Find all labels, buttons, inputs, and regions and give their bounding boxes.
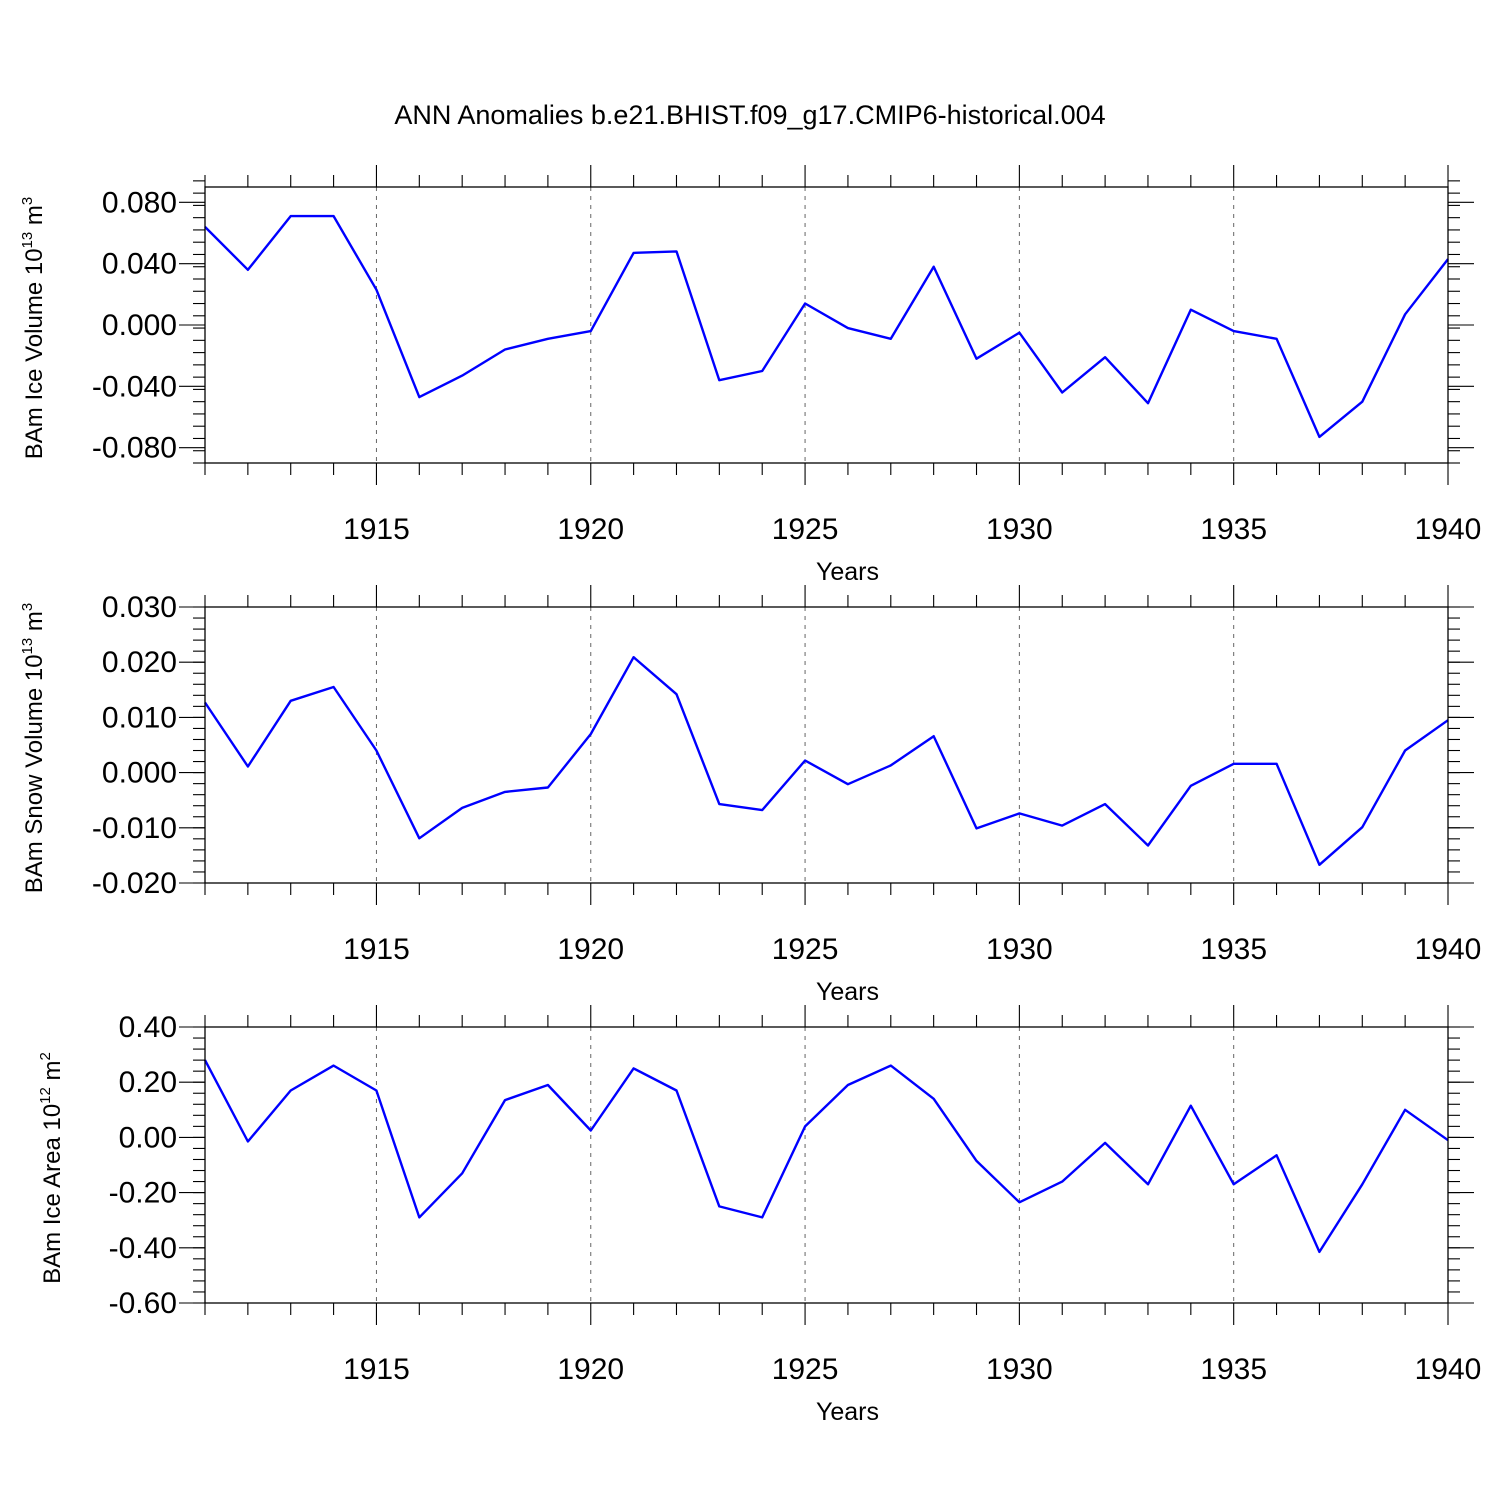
x-tick-label: 1940 [1415, 933, 1482, 966]
x-tick-label: 1920 [557, 513, 624, 546]
series-line [204, 214, 1449, 439]
y-tick-label: -0.40 [109, 1232, 177, 1265]
y-tick-label: 0.000 [102, 309, 177, 342]
y-axis-label: BAm Ice Volume 1013 m3 [19, 197, 48, 459]
x-tick-label: 1915 [343, 513, 410, 546]
y-axis-label: BAm Snow Volume 1013 m3 [19, 603, 48, 894]
plot-frame [204, 606, 1449, 884]
x-axis-label: Years [816, 558, 879, 586]
chart-title: ANN Anomalies b.e21.BHIST.f09_g17.CMIP6-… [394, 100, 1105, 130]
x-tick-label: 1935 [1200, 513, 1267, 546]
x-tick-label: 1935 [1200, 1353, 1267, 1386]
y-axis-label: BAm Ice Area 1012 m2 [37, 1052, 66, 1284]
x-tick-label: 1915 [343, 933, 410, 966]
panel-snow-volume: 1915 1920 1925 1930 1935 1940 -0.020 -0.010 0.00… [19, 585, 1481, 1006]
series-line [204, 656, 1449, 866]
x-tick-label: 1920 [557, 1353, 624, 1386]
y-tick-label: 0.040 [102, 248, 177, 281]
panel-ice-area: 1915 1920 1925 1930 1935 1940 -0.60 -0.40 -0.20 0… [37, 1005, 1481, 1426]
y-tick-label: -0.020 [92, 867, 177, 900]
x-tick-label: 1925 [772, 933, 839, 966]
y-tick-label: 0.030 [102, 591, 177, 624]
x-tick-label: 1930 [986, 1353, 1053, 1386]
x-tick-label: 1930 [986, 933, 1053, 966]
x-tick-label: 1920 [557, 933, 624, 966]
y-tick-label: -0.010 [92, 812, 177, 845]
y-tick-label: 0.000 [102, 757, 177, 790]
y-tick-label: -0.60 [109, 1287, 177, 1320]
x-axis-label: Years [816, 978, 879, 1006]
x-axis-label: Years [816, 1398, 879, 1426]
y-tick-label: 0.080 [102, 186, 177, 219]
y-tick-label: 0.40 [119, 1011, 177, 1044]
x-tick-label: 1940 [1415, 1353, 1482, 1386]
x-tick-label: 1935 [1200, 933, 1267, 966]
x-tick-label: 1930 [986, 513, 1053, 546]
x-tick-label: 1915 [343, 1353, 410, 1386]
y-tick-label: -0.080 [92, 432, 177, 465]
series-line [203, 1059, 1449, 1254]
x-tick-label: 1940 [1415, 513, 1482, 546]
y-tick-label: 0.00 [119, 1121, 177, 1154]
y-tick-label: -0.20 [109, 1177, 177, 1210]
y-tick-label: 0.010 [102, 701, 177, 734]
y-tick-label: -0.040 [92, 370, 177, 403]
x-tick-label: 1925 [772, 1353, 839, 1386]
plot-frame [204, 1026, 1449, 1304]
y-tick-label: 0.20 [119, 1066, 177, 1099]
x-tick-label: 1925 [772, 513, 839, 546]
panel-ice-volume: 1915 1920 1925 1930 1935 1940 -0.080 -0.040 0.00… [19, 165, 1481, 586]
y-tick-label: 0.020 [102, 646, 177, 679]
